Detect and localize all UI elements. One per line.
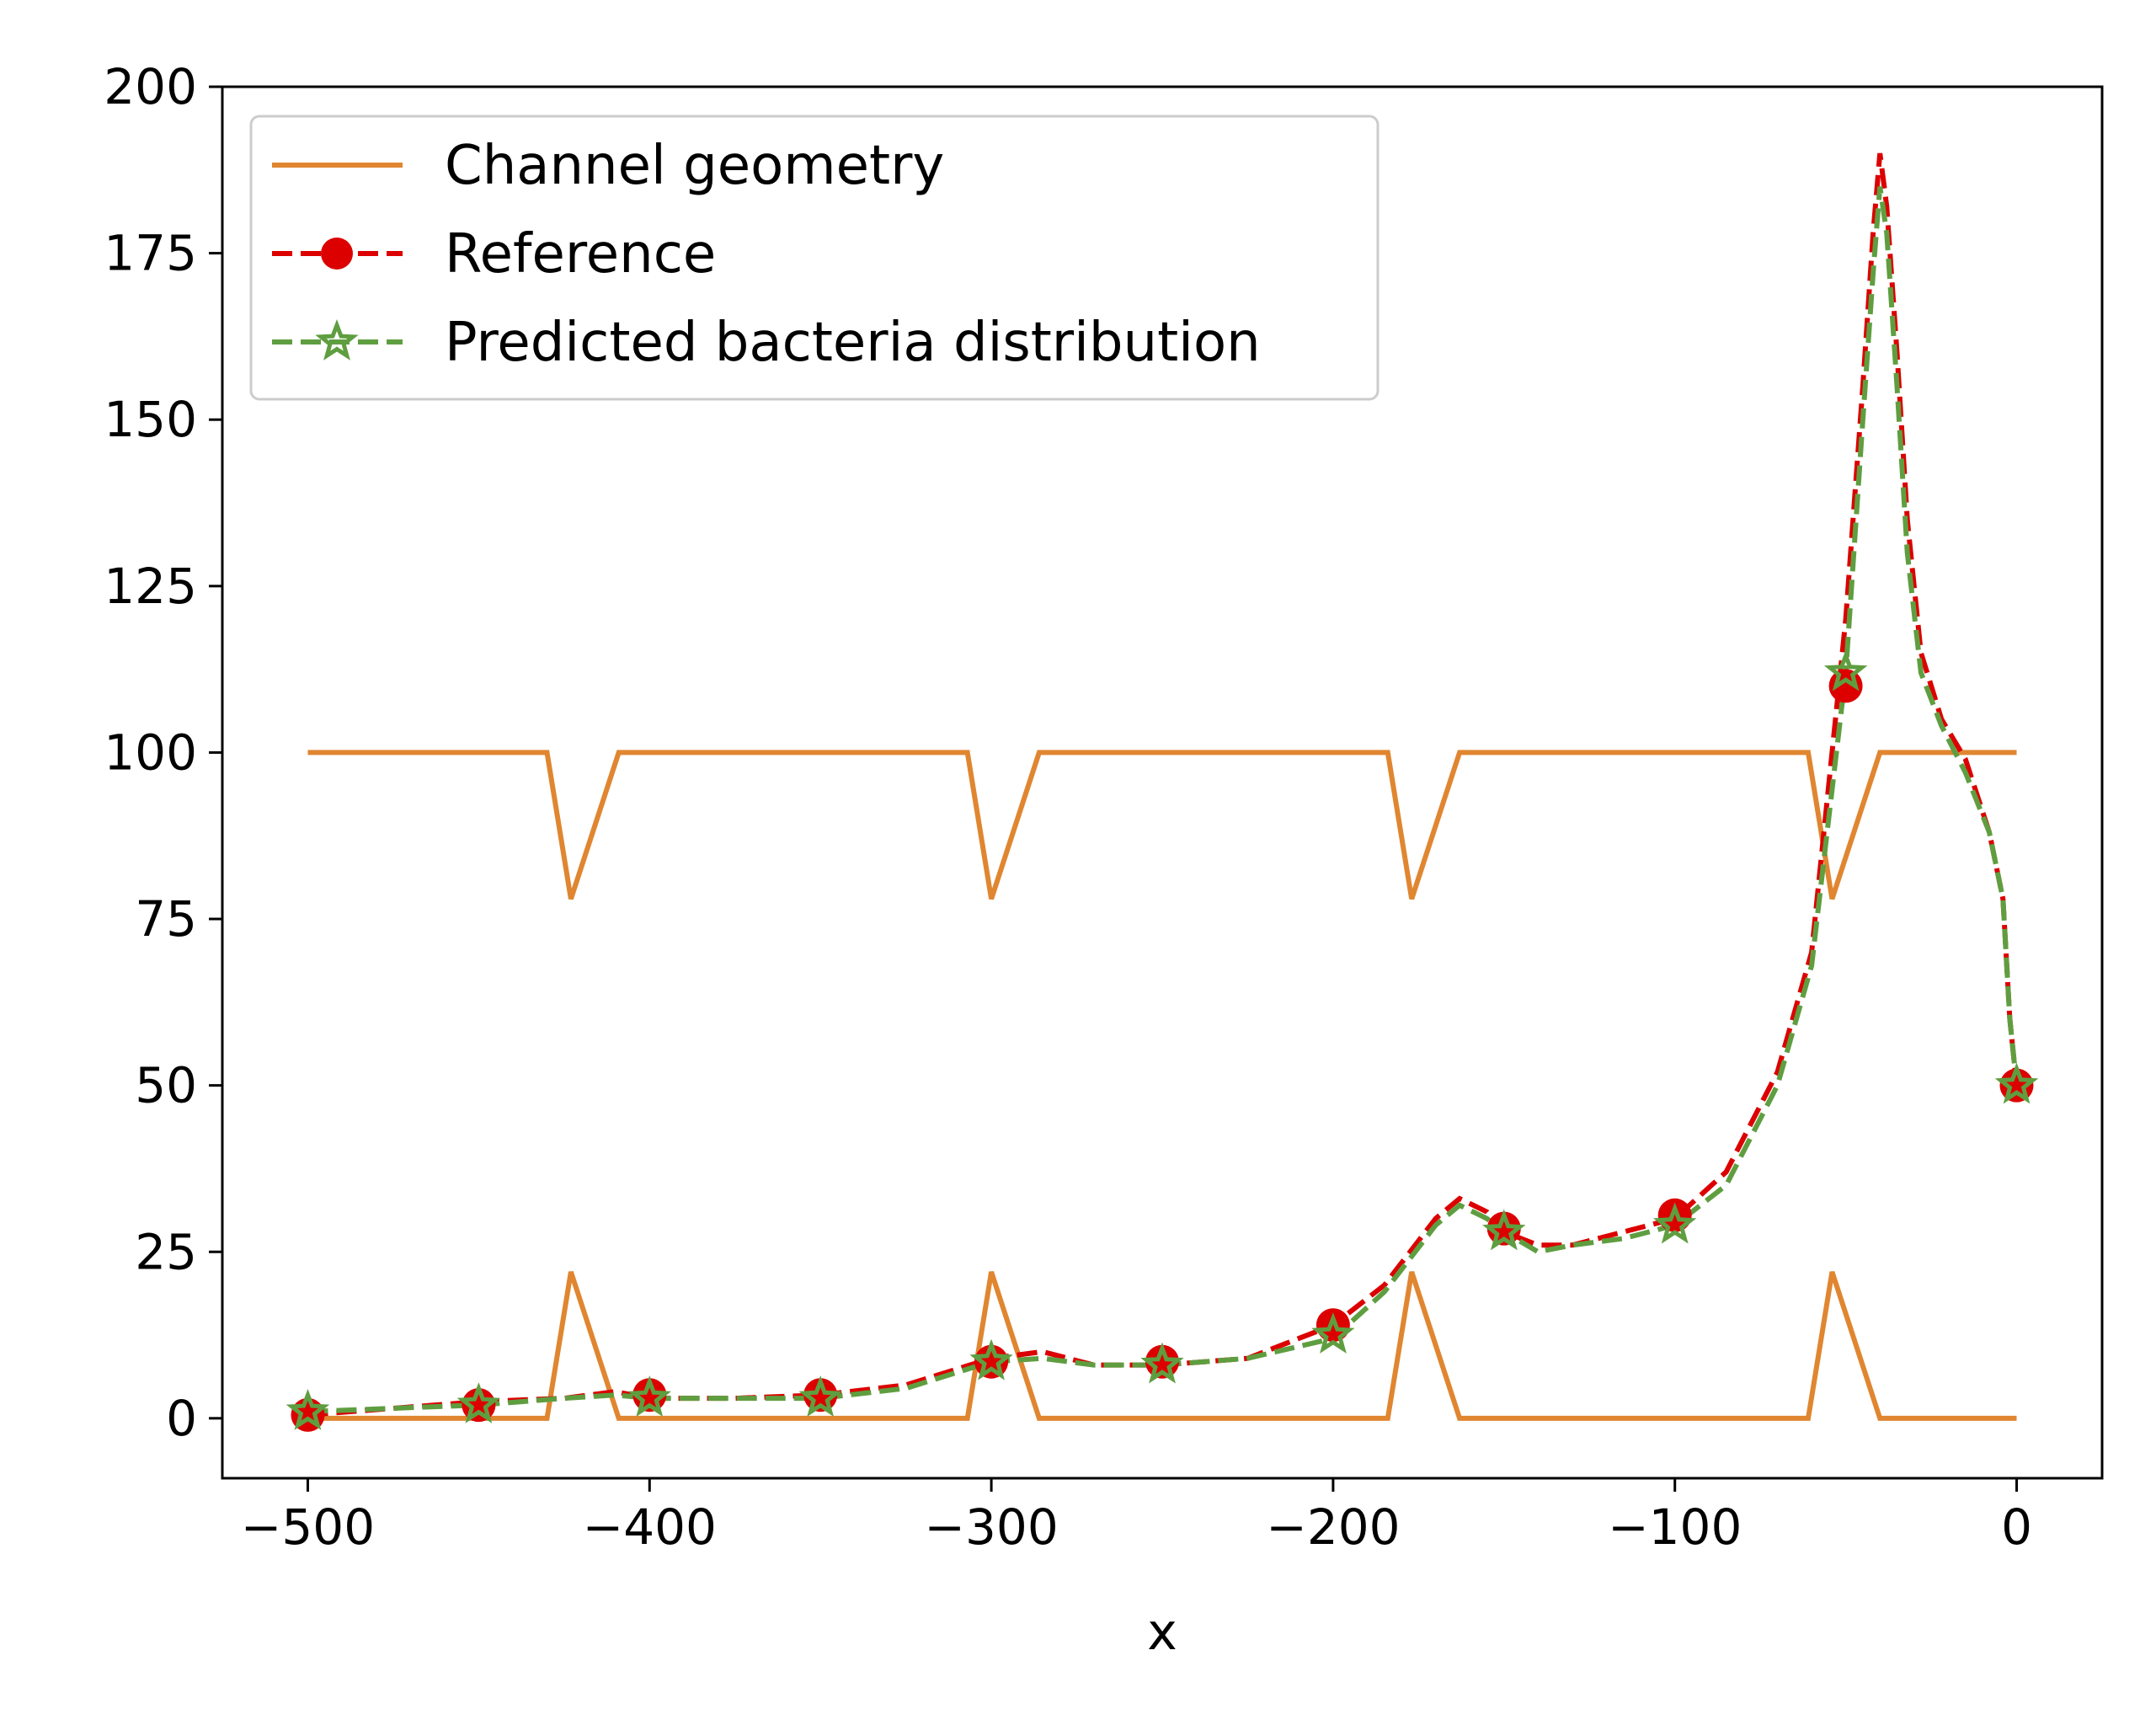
y-tick-label: 25 bbox=[135, 1223, 197, 1280]
y-tick-label: 75 bbox=[135, 890, 197, 948]
x-tick-label: −400 bbox=[583, 1498, 717, 1556]
y-tick-label: 200 bbox=[104, 58, 197, 115]
legend-box bbox=[249, 115, 1380, 401]
legend-marker-predicted bbox=[315, 318, 359, 360]
channel-geometry-line-lower bbox=[307, 1271, 2017, 1421]
legend-label-predicted: Predicted bacteria distribution bbox=[445, 312, 1261, 374]
x-tick-label: −200 bbox=[1266, 1498, 1400, 1556]
markers-layer bbox=[286, 649, 2039, 1432]
y-tick-label: 125 bbox=[104, 558, 197, 615]
legend: Channel geometry Reference Predicted bac… bbox=[249, 115, 1380, 401]
predicted-marker bbox=[286, 1388, 330, 1430]
y-tick-label: 175 bbox=[104, 225, 197, 282]
y-tick-label: 100 bbox=[104, 724, 197, 781]
y-tick-label: 0 bbox=[166, 1390, 197, 1447]
predicted-marker bbox=[1482, 1209, 1526, 1251]
legend-label-channel-geometry: Channel geometry bbox=[445, 135, 944, 197]
predicted-marker bbox=[1140, 1342, 1184, 1384]
legend-label-reference: Reference bbox=[445, 223, 716, 286]
channel-geometry-line-upper bbox=[307, 750, 2017, 900]
predicted-marker bbox=[627, 1375, 671, 1417]
predicted-marker bbox=[1311, 1312, 1355, 1354]
legend-marker-reference bbox=[321, 238, 353, 270]
plot-frame bbox=[221, 85, 2104, 1480]
predicted-marker bbox=[456, 1382, 501, 1423]
x-axis-label: x bbox=[1147, 1603, 1177, 1662]
x-tick-label: 0 bbox=[2001, 1498, 2032, 1556]
x-tick-label: −100 bbox=[1608, 1498, 1742, 1556]
predicted-marker bbox=[1994, 1062, 2039, 1104]
x-tick-label: −300 bbox=[924, 1498, 1058, 1556]
y-axis-ticks: 0 25 50 75 100 125 150 175 200 bbox=[104, 58, 222, 1447]
predicted-marker bbox=[798, 1375, 842, 1417]
predicted-marker bbox=[969, 1338, 1013, 1381]
predicted-marker bbox=[1823, 649, 1868, 692]
x-axis-ticks: −500 −400 −300 −200 −100 0 bbox=[241, 1478, 2032, 1556]
y-tick-label: 50 bbox=[135, 1057, 197, 1114]
predicted-marker bbox=[1653, 1202, 1697, 1244]
y-tick-label: 150 bbox=[104, 391, 197, 448]
x-tick-label: −500 bbox=[241, 1498, 375, 1556]
